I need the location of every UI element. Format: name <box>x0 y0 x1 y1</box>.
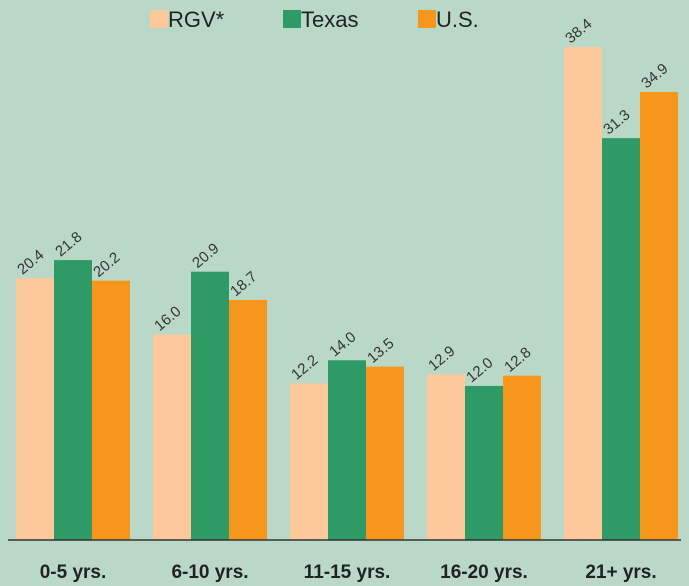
legend-label: Texas <box>301 7 358 32</box>
legend-label: U.S. <box>436 7 479 32</box>
value-label: 13.5 <box>364 335 397 367</box>
value-label: 18.7 <box>227 268 260 300</box>
value-label: 12.0 <box>463 354 496 386</box>
value-label: 12.2 <box>288 352 321 384</box>
x-tick-label: 16-20 yrs. <box>440 562 528 583</box>
value-label: 38.4 <box>562 15 595 47</box>
legend-swatch <box>418 10 436 28</box>
value-label: 16.0 <box>151 303 184 335</box>
x-tick-label: 21+ yrs. <box>585 562 656 583</box>
value-label: 14.0 <box>326 329 359 361</box>
legend-swatch <box>283 10 301 28</box>
value-label: 34.9 <box>638 60 671 92</box>
bar <box>229 299 267 540</box>
x-tick-label: 0-5 yrs. <box>40 562 107 583</box>
bar <box>328 360 366 540</box>
legend-label: RGV* <box>168 7 225 32</box>
value-label: 31.3 <box>600 106 633 138</box>
bar <box>16 278 54 540</box>
value-label: 12.9 <box>425 343 458 375</box>
value-label: 20.9 <box>189 240 222 272</box>
bar <box>427 374 465 540</box>
value-label: 12.8 <box>501 344 534 376</box>
legend-swatch <box>150 10 168 28</box>
bar <box>54 260 92 540</box>
value-label: 20.4 <box>14 246 47 278</box>
bar <box>153 334 191 540</box>
bar <box>564 47 602 540</box>
bar <box>290 383 328 540</box>
bar <box>366 366 404 540</box>
bar <box>602 138 640 541</box>
value-label: 20.2 <box>90 249 123 281</box>
bar <box>465 385 503 540</box>
x-tick-label: 6-10 yrs. <box>171 562 248 583</box>
bar <box>92 280 130 540</box>
bar <box>640 91 678 540</box>
value-label: 21.8 <box>52 228 85 260</box>
x-tick-label: 11-15 yrs. <box>304 562 391 583</box>
bar <box>191 271 229 540</box>
bar <box>503 375 541 540</box>
